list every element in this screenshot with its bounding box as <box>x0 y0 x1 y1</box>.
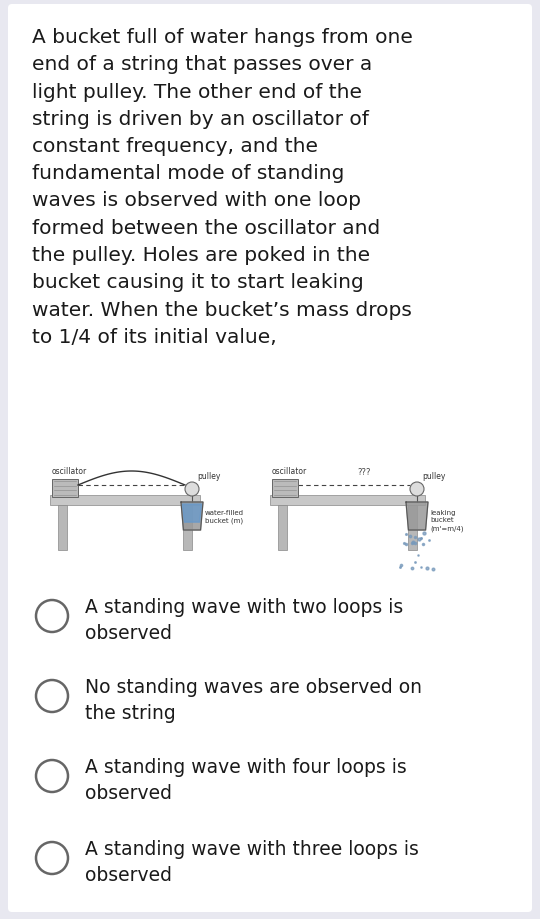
Text: A standing wave with two loops is
observed: A standing wave with two loops is observ… <box>85 598 403 642</box>
FancyBboxPatch shape <box>8 4 532 912</box>
Text: ???: ??? <box>357 468 371 477</box>
Bar <box>50 495 200 505</box>
Polygon shape <box>181 502 203 530</box>
Circle shape <box>410 482 424 496</box>
Text: No standing waves are observed on
the string: No standing waves are observed on the st… <box>85 678 422 722</box>
Bar <box>272 479 298 497</box>
Bar <box>183 505 192 550</box>
Text: leaking
bucket
(m'=m/4): leaking bucket (m'=m/4) <box>430 510 463 531</box>
Bar <box>270 495 425 505</box>
Bar <box>52 479 78 497</box>
Text: oscillator: oscillator <box>272 467 307 476</box>
Bar <box>408 505 417 550</box>
Circle shape <box>185 482 199 496</box>
Text: pulley: pulley <box>422 472 446 481</box>
Text: pulley: pulley <box>197 472 220 481</box>
Text: oscillator: oscillator <box>52 467 87 476</box>
Text: A bucket full of water hangs from one
end of a string that passes over a
light p: A bucket full of water hangs from one en… <box>32 28 413 346</box>
Polygon shape <box>183 504 201 522</box>
Text: A standing wave with four loops is
observed: A standing wave with four loops is obser… <box>85 758 407 803</box>
Bar <box>278 505 287 550</box>
Bar <box>58 505 67 550</box>
Text: water-filled
bucket (m): water-filled bucket (m) <box>205 510 244 524</box>
Polygon shape <box>406 502 428 530</box>
Text: A standing wave with three loops is
observed: A standing wave with three loops is obse… <box>85 840 419 885</box>
